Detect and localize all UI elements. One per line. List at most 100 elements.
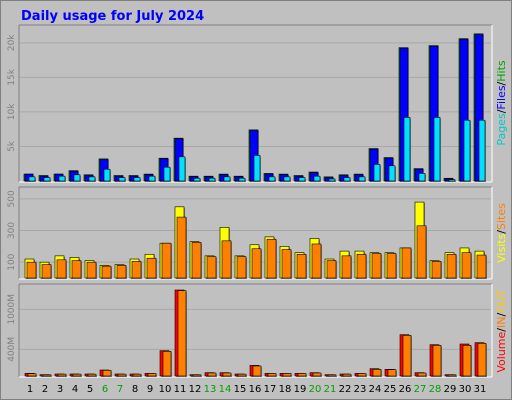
day-label: 5 [87,384,93,395]
bar-in [387,369,397,377]
bar-pages [148,175,156,182]
legend-item: Volume [495,331,508,372]
bar-pages [88,176,96,182]
legend-top: Pages/Files/Hits [495,60,508,146]
bar-sites [446,253,457,279]
bar-pages [283,176,291,182]
legend-item: / [495,81,508,85]
bar-pages [388,165,396,182]
bar-sites [131,261,142,279]
bar-in [147,373,157,377]
bar-sites [416,225,427,279]
bar-sites [146,257,157,279]
y-tick-label: 1000M [7,294,17,325]
bar-in [192,374,202,377]
legends: Pages/Files/HitsVisits/SitesVolume/IN/OU… [495,60,508,373]
bar-sites [266,238,277,279]
bar-in [402,335,412,377]
bar-pages [73,174,81,182]
day-label: 26 [399,384,412,395]
y-tick-label: 15k [7,68,17,85]
y-tick-label: 500 [7,190,17,207]
bar-in [162,351,172,377]
bar-pages [118,177,126,182]
day-label: 19 [294,384,307,395]
bar-pages [403,117,411,182]
y-tick-label: 400M [7,337,17,362]
bar-pages [178,156,186,182]
bar-in [417,372,427,377]
bar-pages [343,177,351,182]
bar-in [462,345,472,377]
bar-pages [58,175,66,182]
bar-sites [401,247,412,279]
bar-in [327,374,337,377]
bar-pages [478,119,486,182]
bar-in [447,374,457,377]
bar-pages [418,173,426,182]
legend-item: Pages [495,113,508,146]
bar-sites [341,255,352,279]
bar-pages [103,168,111,182]
day-label: 23 [354,384,367,395]
bar-in [297,373,307,377]
bar-pages [313,175,321,182]
legend-item: / [495,328,508,332]
legend-mid: Visits/Sites [495,203,508,263]
bar-sites [476,254,487,279]
bar-pages [163,166,171,182]
x-day-labels: 1 2 3 4 5 6 7 8 9 10 11 12 13 14 15 16 17 18 19 20 21 22 23 24 2… [27,384,487,395]
bar-pages [223,176,231,182]
y-tick-label: 300 [7,222,17,239]
day-label: 24 [369,384,382,395]
bar-pages [208,177,216,182]
legend-item: / [495,109,508,113]
day-label: 12 [189,384,202,395]
day-label: 30 [459,384,472,395]
day-label: 8 [132,384,138,395]
bar-in [42,374,52,377]
bar-pages [433,117,441,182]
legend-bot: Volume/IN/OUT [495,289,508,373]
bar-in [102,370,112,377]
bar-sites [311,243,322,279]
bar-pages [268,176,276,182]
day-label: 11 [174,384,187,395]
bar-sites [281,249,292,279]
bar-in [267,373,277,377]
bar-in [27,373,37,377]
day-label: 18 [279,384,292,395]
bar-sites [461,252,472,279]
legend-item: / [495,230,508,234]
y-tick-label: 20k [7,34,17,51]
bar-sites [386,253,397,279]
panel-bot [18,283,493,378]
bar-pages [448,179,456,182]
legend-item: Visits [495,233,508,262]
bar-sites [26,261,37,279]
bar-in [477,343,487,377]
bar-pages [238,177,246,182]
bar-in [222,372,232,377]
day-label: 17 [264,384,277,395]
bar-sites [56,259,67,279]
bar-in [237,373,247,377]
bar-pages [463,119,471,182]
bar-pages [28,176,36,182]
day-label: 1 [27,384,33,395]
legend-item: Files [495,85,508,109]
bar-sites [71,260,82,279]
bar-in [342,373,352,377]
chart-title: Daily usage for July 2024 [21,9,205,24]
bar-in [87,373,97,377]
bar-in [252,365,262,377]
bar-in [72,373,82,377]
day-label: 2 [42,384,48,395]
day-label: 10 [159,384,172,395]
legend-item: Hits [495,60,508,82]
bar-in [177,290,187,377]
legend-item: IN [495,317,508,328]
bar-sites [206,256,217,279]
bar-sites [86,261,97,279]
